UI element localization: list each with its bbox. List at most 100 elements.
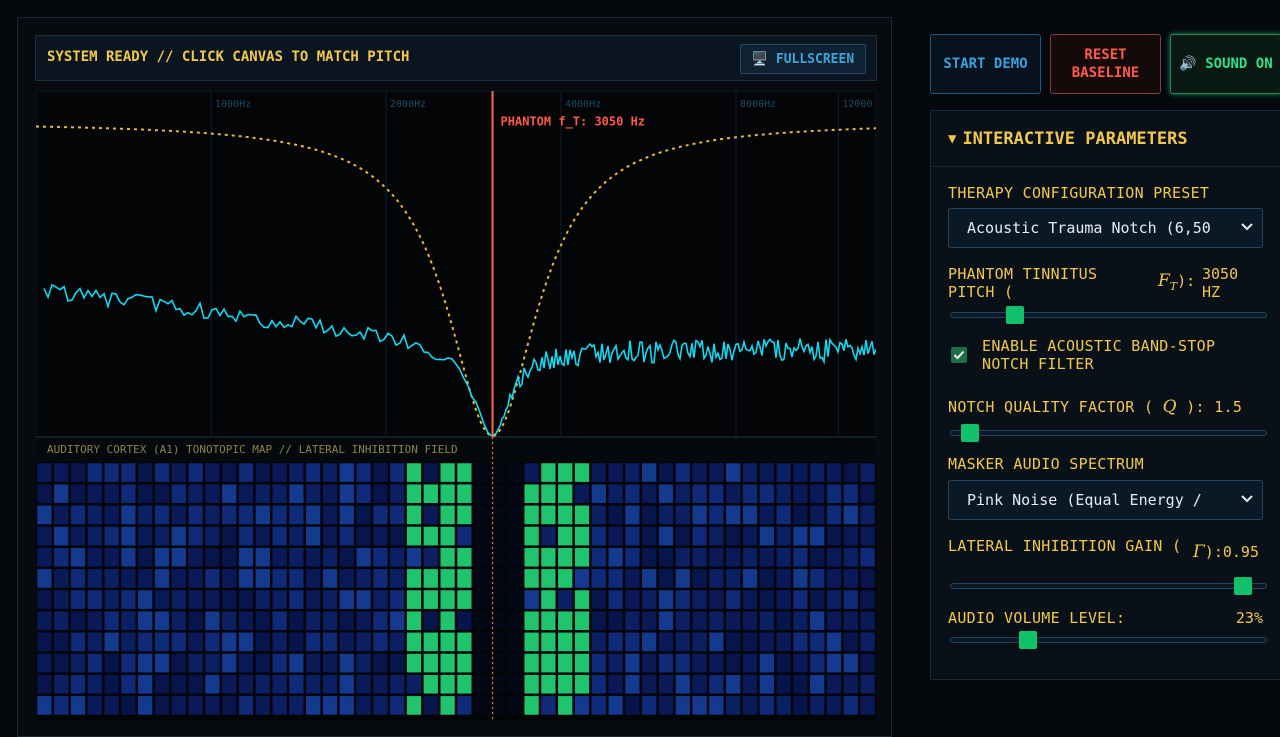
map-cell [523, 632, 540, 652]
map-cell [658, 568, 674, 589]
map-cell [87, 610, 103, 631]
map-cell [691, 589, 708, 610]
map-cell [355, 483, 372, 504]
q-symbol: Q [1162, 397, 1177, 417]
map-cell [725, 568, 741, 589]
map-cell [406, 547, 422, 568]
freq-tick-label: 8000Hz [740, 99, 776, 110]
slider-thumb[interactable] [1234, 577, 1252, 595]
map-cell [507, 589, 523, 610]
map-cell [171, 505, 187, 525]
map-cell [439, 610, 456, 631]
map-cell [826, 526, 842, 546]
map-cell [859, 610, 876, 631]
map-cell [238, 695, 254, 716]
map-cell [389, 632, 405, 652]
visualizer-canvas[interactable]: AUDITORY CORTEX (A1) TONOTOPIC MAP // LA… [36, 91, 876, 720]
map-cell [120, 526, 137, 546]
map-cell [591, 695, 607, 716]
gain-slider[interactable] [950, 577, 1267, 595]
map-cell [255, 483, 271, 504]
map-cell [36, 695, 53, 716]
fullscreen-button[interactable]: 🖥️ FULLSCREEN [740, 44, 866, 74]
map-cell [271, 674, 288, 695]
map-cell [339, 674, 355, 695]
map-cell [792, 483, 809, 504]
map-cell [792, 462, 809, 483]
pitch-slider[interactable] [950, 306, 1267, 324]
map-cell [725, 610, 741, 631]
map-cell [288, 483, 305, 504]
pitch-value: 3050 HZ [1202, 265, 1239, 301]
map-cell [53, 589, 69, 610]
preset-select[interactable]: Acoustic Trauma Notch (6,50 [948, 208, 1263, 248]
reset-baseline-button[interactable]: RESET BASELINE [1050, 34, 1161, 94]
map-cell [507, 483, 523, 504]
map-cell [171, 674, 187, 695]
freq-tick-label: 1000Hz [215, 99, 251, 110]
map-cell [792, 568, 809, 589]
map-cell [171, 568, 187, 589]
map-cell [439, 568, 456, 589]
slider-thumb[interactable] [1019, 631, 1037, 649]
map-cell [490, 653, 506, 673]
map-cell [725, 483, 741, 504]
map-cell [473, 568, 489, 589]
map-cell [775, 568, 792, 589]
map-cell [456, 695, 473, 716]
map-cell [120, 505, 137, 525]
map-cell [523, 526, 540, 546]
map-cell [221, 695, 237, 716]
slider-thumb[interactable] [1006, 306, 1024, 324]
slider-thumb[interactable] [961, 424, 979, 442]
map-cell [103, 674, 120, 695]
map-cell [658, 505, 674, 525]
map-cell [389, 589, 405, 610]
volume-slider[interactable] [950, 631, 1267, 649]
map-cell [826, 505, 842, 525]
map-cell [742, 674, 758, 695]
sound-toggle-button[interactable]: 🔊 SOUND ON [1170, 34, 1280, 94]
map-cell [456, 505, 473, 525]
map-cell [137, 505, 153, 525]
map-cell [137, 632, 153, 652]
map-cell [641, 505, 657, 525]
panel-header[interactable]: ▼ INTERACTIVE PARAMETERS [931, 111, 1280, 167]
map-cell [103, 547, 120, 568]
start-demo-button[interactable]: START DEMO [930, 34, 1041, 94]
map-cell [355, 462, 372, 483]
map-cell [557, 695, 573, 716]
map-cell [456, 610, 473, 631]
map-cell [154, 547, 170, 568]
map-cell [221, 589, 237, 610]
notch-checkbox[interactable] [951, 347, 967, 363]
map-cell [36, 653, 53, 673]
map-cell [137, 653, 153, 673]
map-cell [658, 674, 674, 695]
map-cell [322, 695, 338, 716]
masker-select[interactable]: Pink Noise (Equal Energy / [948, 480, 1263, 520]
map-cell [36, 462, 53, 483]
map-cell [372, 462, 389, 483]
map-cell [439, 653, 456, 673]
map-cell [742, 483, 758, 504]
map-cell [607, 589, 624, 610]
map-cell [675, 505, 691, 525]
map-cell [557, 462, 573, 483]
map-cell [574, 632, 590, 652]
map-cell [406, 568, 422, 589]
map-cell [809, 505, 825, 525]
map-cell [809, 462, 825, 483]
map-cell [36, 505, 53, 525]
map-cell [658, 610, 674, 631]
map-cell [70, 653, 86, 673]
map-cell [574, 589, 590, 610]
map-cell [238, 674, 254, 695]
map-cell [339, 653, 355, 673]
map-cell [775, 505, 792, 525]
panel-title: INTERACTIVE PARAMETERS [962, 128, 1188, 149]
map-cell [423, 462, 439, 483]
q-slider[interactable] [950, 424, 1267, 442]
map-cell [775, 695, 792, 716]
map-cell [792, 695, 809, 716]
